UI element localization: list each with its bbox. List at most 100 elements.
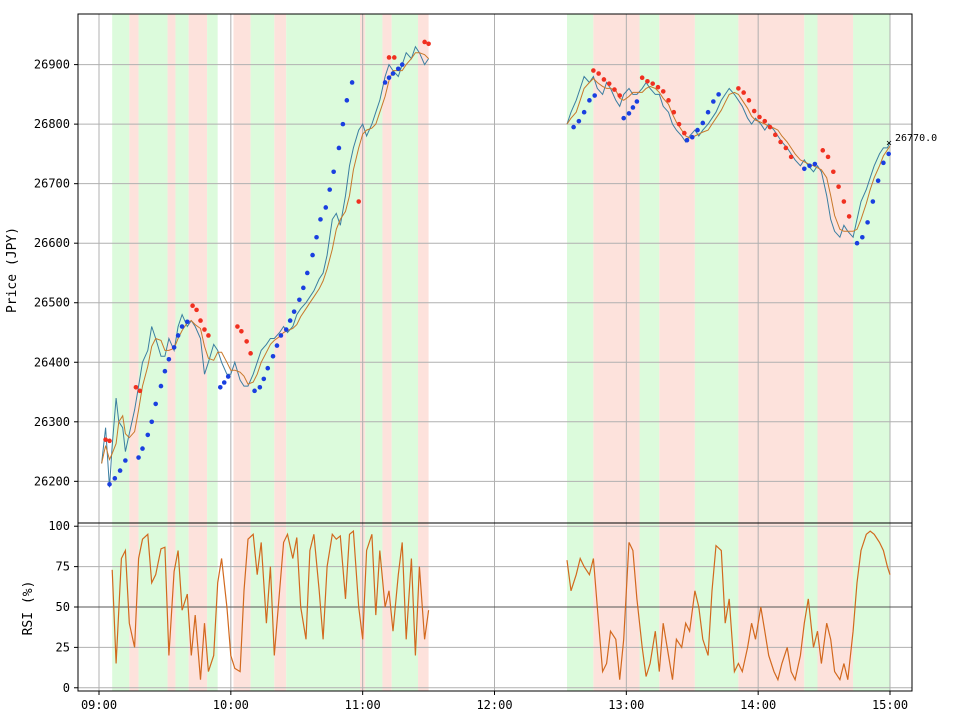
sar-up-point-24 [274, 343, 280, 348]
sar-down-point-18 [591, 68, 596, 73]
sar-down-point-9 [235, 324, 240, 329]
sar-up-point-3 [123, 458, 128, 463]
sar-down-point-8 [206, 333, 211, 338]
sar-up-point-66 [854, 240, 860, 246]
sar-down-point-14 [386, 55, 392, 60]
sar-up-point-64 [807, 163, 812, 169]
regime-band-price-18 [639, 14, 660, 523]
regime-band-price-20 [694, 14, 739, 523]
sar-up-point-17 [221, 380, 227, 385]
sar-up-point-36 [327, 187, 333, 192]
sar-up-point-4 [136, 455, 141, 460]
sar-down-point-29 [666, 98, 671, 103]
price-tick-label-4: 26600 [34, 236, 70, 250]
sar-down-point-31 [676, 121, 682, 127]
sar-down-point-39 [767, 124, 773, 130]
regime-band-price-13 [382, 14, 392, 523]
x-tick-label-4: 13:00 [608, 698, 644, 712]
sar-up-point-40 [344, 98, 350, 103]
price-tick-label-3: 26500 [34, 296, 70, 310]
sar-up-point-23 [270, 354, 276, 359]
sar-down-point-28 [660, 89, 666, 94]
sar-up-point-54 [630, 105, 636, 110]
regime-bands [112, 14, 890, 691]
sar-up-point-19 [252, 388, 257, 394]
regime-band-price-24 [853, 14, 890, 523]
sar-up-point-48 [576, 118, 582, 124]
regime-band-price-10 [286, 14, 361, 523]
sar-up-point-22 [265, 365, 271, 371]
sar-up-point-16 [217, 384, 223, 390]
sar-up-point-60 [705, 109, 711, 115]
regime-band-price-21 [738, 14, 805, 523]
sar-down-point-44 [820, 148, 826, 153]
regime-band-price-9 [274, 14, 287, 523]
sar-up-point-5 [140, 446, 145, 451]
sar-down-point-20 [601, 77, 607, 82]
sar-down-point-1 [107, 438, 112, 444]
smooth-line-1 [566, 77, 891, 232]
sar-down-point-26 [650, 81, 655, 86]
sar-up-point-13 [175, 333, 181, 338]
regime-band-price-12 [365, 14, 383, 523]
price-lines [101, 45, 891, 488]
sar-up-point-61 [711, 99, 716, 104]
gridlines [78, 14, 912, 691]
sar-down-point-11 [244, 339, 249, 344]
sar-up-point-34 [318, 217, 323, 222]
sar-up-point-26 [283, 327, 289, 332]
sar-up-point-59 [700, 120, 706, 126]
sar-down-point-6 [198, 318, 203, 323]
price-line-1 [566, 75, 891, 239]
rsi-tick-label-1: 25 [56, 640, 70, 654]
x-tick-label-2: 11:00 [345, 698, 381, 712]
regime-band-price-19 [659, 14, 695, 523]
x-tick-label-6: 15:00 [872, 698, 908, 712]
regime-band-price-22 [804, 14, 818, 523]
sar-up-point-6 [145, 432, 151, 438]
sar-up-point-37 [331, 169, 336, 175]
last-value-label: 26770.0 [895, 133, 937, 144]
sar-up-point-62 [716, 92, 721, 97]
sar-up-point-7 [149, 419, 155, 425]
sar-down-point-27 [655, 84, 661, 90]
sar-up-point-71 [881, 160, 886, 166]
sar-up-point-41 [349, 80, 355, 85]
price-tick-label-6: 26800 [34, 117, 70, 131]
x-tick-label-1: 10:00 [213, 698, 249, 712]
sar-up-point-1 [112, 476, 118, 481]
sar-up-point-51 [592, 93, 597, 98]
sar-up-point-20 [257, 384, 263, 390]
sar-up-point-47 [571, 124, 576, 130]
sar-up-point-56 [684, 137, 690, 143]
sar-up-point-68 [865, 220, 870, 225]
sar-up-point-52 [621, 115, 626, 121]
sar-up-point-45 [395, 66, 401, 72]
regime-band-price-5 [188, 14, 208, 523]
sar-up-point-10 [162, 368, 168, 374]
x-tick-label-3: 12:00 [476, 698, 512, 712]
regime-band-price-23 [817, 14, 854, 523]
price-tick-label-5: 26700 [34, 177, 70, 191]
regime-band-price-2 [138, 14, 168, 523]
sar-up-point-43 [386, 75, 392, 80]
sar-down-point-40 [773, 132, 778, 138]
sar-up-point-69 [870, 199, 876, 204]
sar-down-point-48 [841, 199, 847, 204]
sar-up-point-35 [323, 205, 329, 210]
sar-down-point-25 [645, 78, 650, 84]
sar-up-point-12 [171, 345, 177, 350]
sar-down-point-17 [426, 41, 431, 47]
regime-band-price-4 [175, 14, 189, 523]
sar-down-point-13 [356, 199, 362, 204]
sar-up-point-42 [382, 80, 388, 85]
sar-up-point-29 [297, 297, 302, 303]
sar-up-point-39 [340, 121, 346, 127]
sar-down-point-49 [846, 214, 852, 219]
sar-up-point-55 [634, 99, 640, 104]
sar-down-point-47 [836, 184, 841, 189]
smooth-line-0 [101, 52, 429, 464]
sar-down-point-30 [671, 109, 677, 115]
